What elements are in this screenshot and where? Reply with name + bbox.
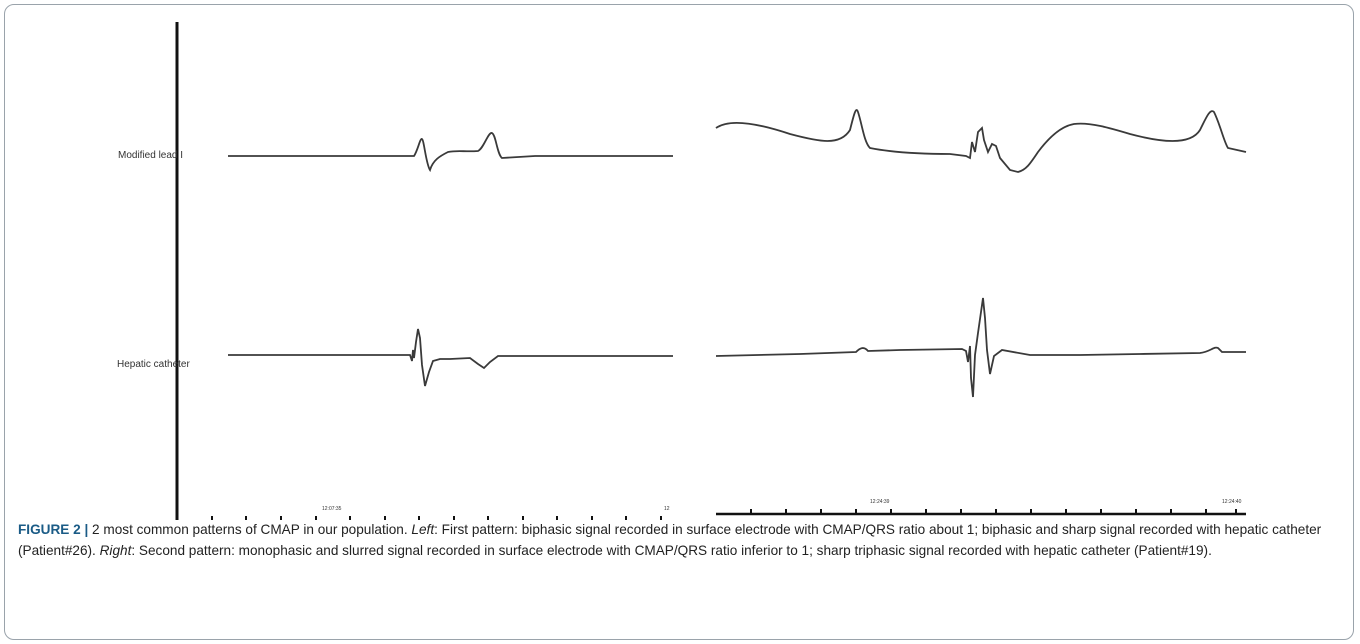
caption-left-word: Left [411,522,435,537]
caption-right-text: : Second pattern: monophasic and slurred… [131,543,1212,558]
right-axis-ticks [750,509,1237,514]
figure-caption: FIGURE 2 | 2 most common patterns of CMA… [18,519,1338,561]
caption-figure-label: FIGURE 2 | [18,522,89,537]
right-lead-trace [715,109,1247,173]
caption-intro: 2 most common patterns of CMAP in our po… [88,522,412,537]
caption-left-text: : First pattern: biphasic signal recorde… [18,522,1322,558]
left-time-end: 12 [664,506,670,512]
lead-label: Modified lead I [118,150,184,161]
left-axis-ticks [211,516,662,520]
ecg-traces: 12:07:35 12 12:24:39 12:24:40 [175,22,1247,520]
right-catheter-trace [715,297,1246,398]
right-time-end: 12:24:40 [1222,499,1242,505]
figure-frame [4,4,1354,640]
caption-right-word: Right [99,543,132,558]
left-time-start: 12:07:35 [322,506,342,512]
left-lead-trace [228,132,673,173]
left-catheter-trace [228,328,673,387]
catheter-label: Hepatic catheter [117,359,190,370]
right-time-start: 12:24:39 [870,499,890,505]
